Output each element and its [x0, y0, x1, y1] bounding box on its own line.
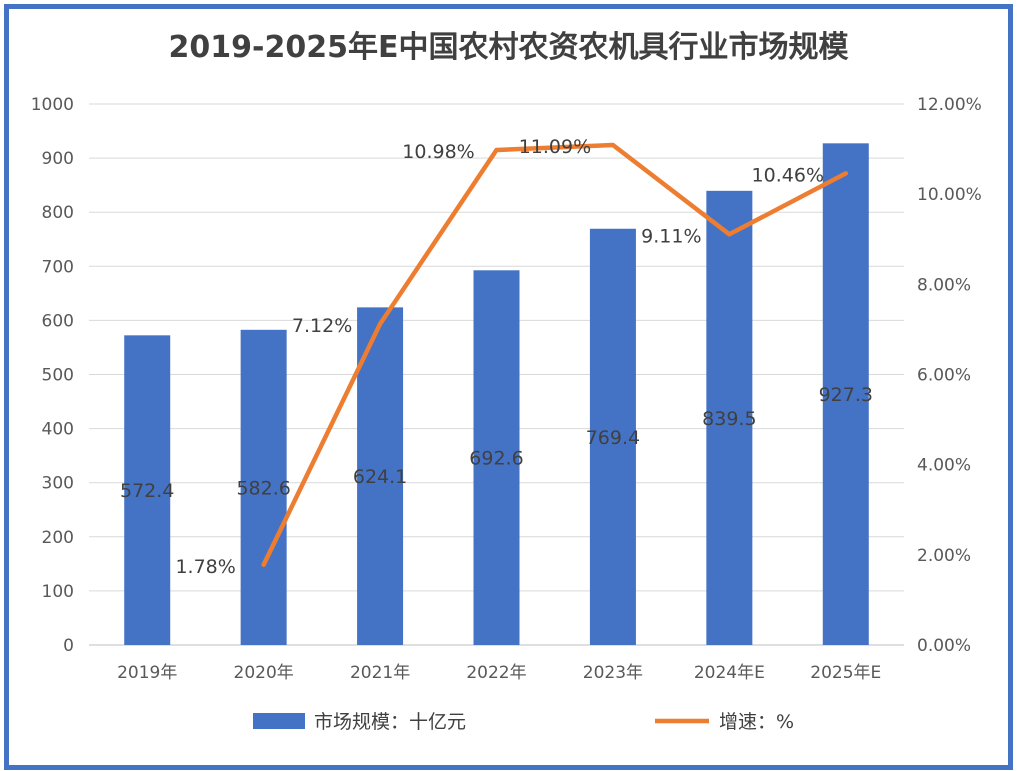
bar-data-label: 692.6	[469, 448, 523, 470]
y-right-tick-label: 4.00%	[917, 456, 971, 476]
y-right-tick-label: 2.00%	[917, 546, 971, 566]
line-data-label: 1.78%	[175, 556, 235, 578]
y-right-tick-label: 12.00%	[917, 95, 982, 115]
y-left-tick-label: 0	[63, 636, 74, 656]
x-tick-label: 2019年	[117, 663, 177, 683]
x-tick-label: 2023年	[583, 663, 643, 683]
bar	[589, 228, 636, 646]
bar	[240, 329, 287, 645]
y-left-tick-label: 600	[42, 311, 74, 331]
legend-bar-swatch	[253, 713, 305, 729]
line-point	[494, 147, 499, 152]
y-left-tick-label: 800	[42, 203, 74, 223]
bar-data-label: 582.6	[236, 477, 290, 499]
x-tick-label: 2020年	[234, 663, 294, 683]
x-tick-label: 2024年E	[694, 663, 765, 683]
bar	[357, 307, 404, 645]
y-right-tick-label: 10.00%	[917, 185, 982, 205]
y-left-tick-label: 100	[42, 582, 74, 602]
bar	[473, 270, 520, 645]
y-left-tick-label: 500	[42, 366, 74, 386]
line-data-label: 11.09%	[519, 136, 591, 158]
legend-line-label: 增速：%	[719, 711, 794, 733]
y-left-tick-label: 200	[42, 528, 74, 548]
bar-data-label: 769.4	[586, 427, 640, 449]
bar	[706, 190, 753, 645]
growth-line	[261, 142, 849, 568]
y-left-tick-label: 300	[42, 474, 74, 494]
y-right-tick-label: 0.00%	[917, 636, 971, 656]
y-right-tick-label: 6.00%	[917, 366, 971, 386]
legend-bar-label: 市场规模：十亿元	[314, 711, 466, 733]
bar	[822, 143, 869, 646]
chart-title: 2019-2025年E中国农村农资农机具行业市场规模	[168, 30, 849, 65]
line-data-label: 9.11%	[641, 225, 701, 247]
x-tick-label: 2025年E	[810, 663, 881, 683]
line-point	[261, 562, 266, 567]
line-data-label: 10.98%	[402, 141, 474, 163]
x-tick-label: 2022年	[466, 663, 526, 683]
line-point	[378, 322, 383, 327]
line-data-label: 7.12%	[292, 315, 352, 337]
bar	[124, 335, 171, 645]
line-data-label: 10.46%	[752, 164, 824, 186]
y-right-tick-label: 8.00%	[917, 275, 971, 295]
x-tick-label: 2021年	[350, 663, 410, 683]
line-point	[610, 143, 615, 148]
y-left-tick-label: 1000	[31, 95, 74, 115]
line-point	[843, 171, 848, 176]
y-left-tick-label: 900	[42, 149, 74, 169]
bar-data-label: 839.5	[702, 408, 756, 430]
bar-data-label: 624.1	[353, 466, 407, 488]
bar-data-label: 927.3	[819, 384, 873, 406]
bar-data-label: 572.4	[120, 480, 174, 502]
y-left-tick-label: 400	[42, 420, 74, 440]
line-point	[727, 232, 732, 237]
y-left-tick-label: 700	[42, 257, 74, 277]
